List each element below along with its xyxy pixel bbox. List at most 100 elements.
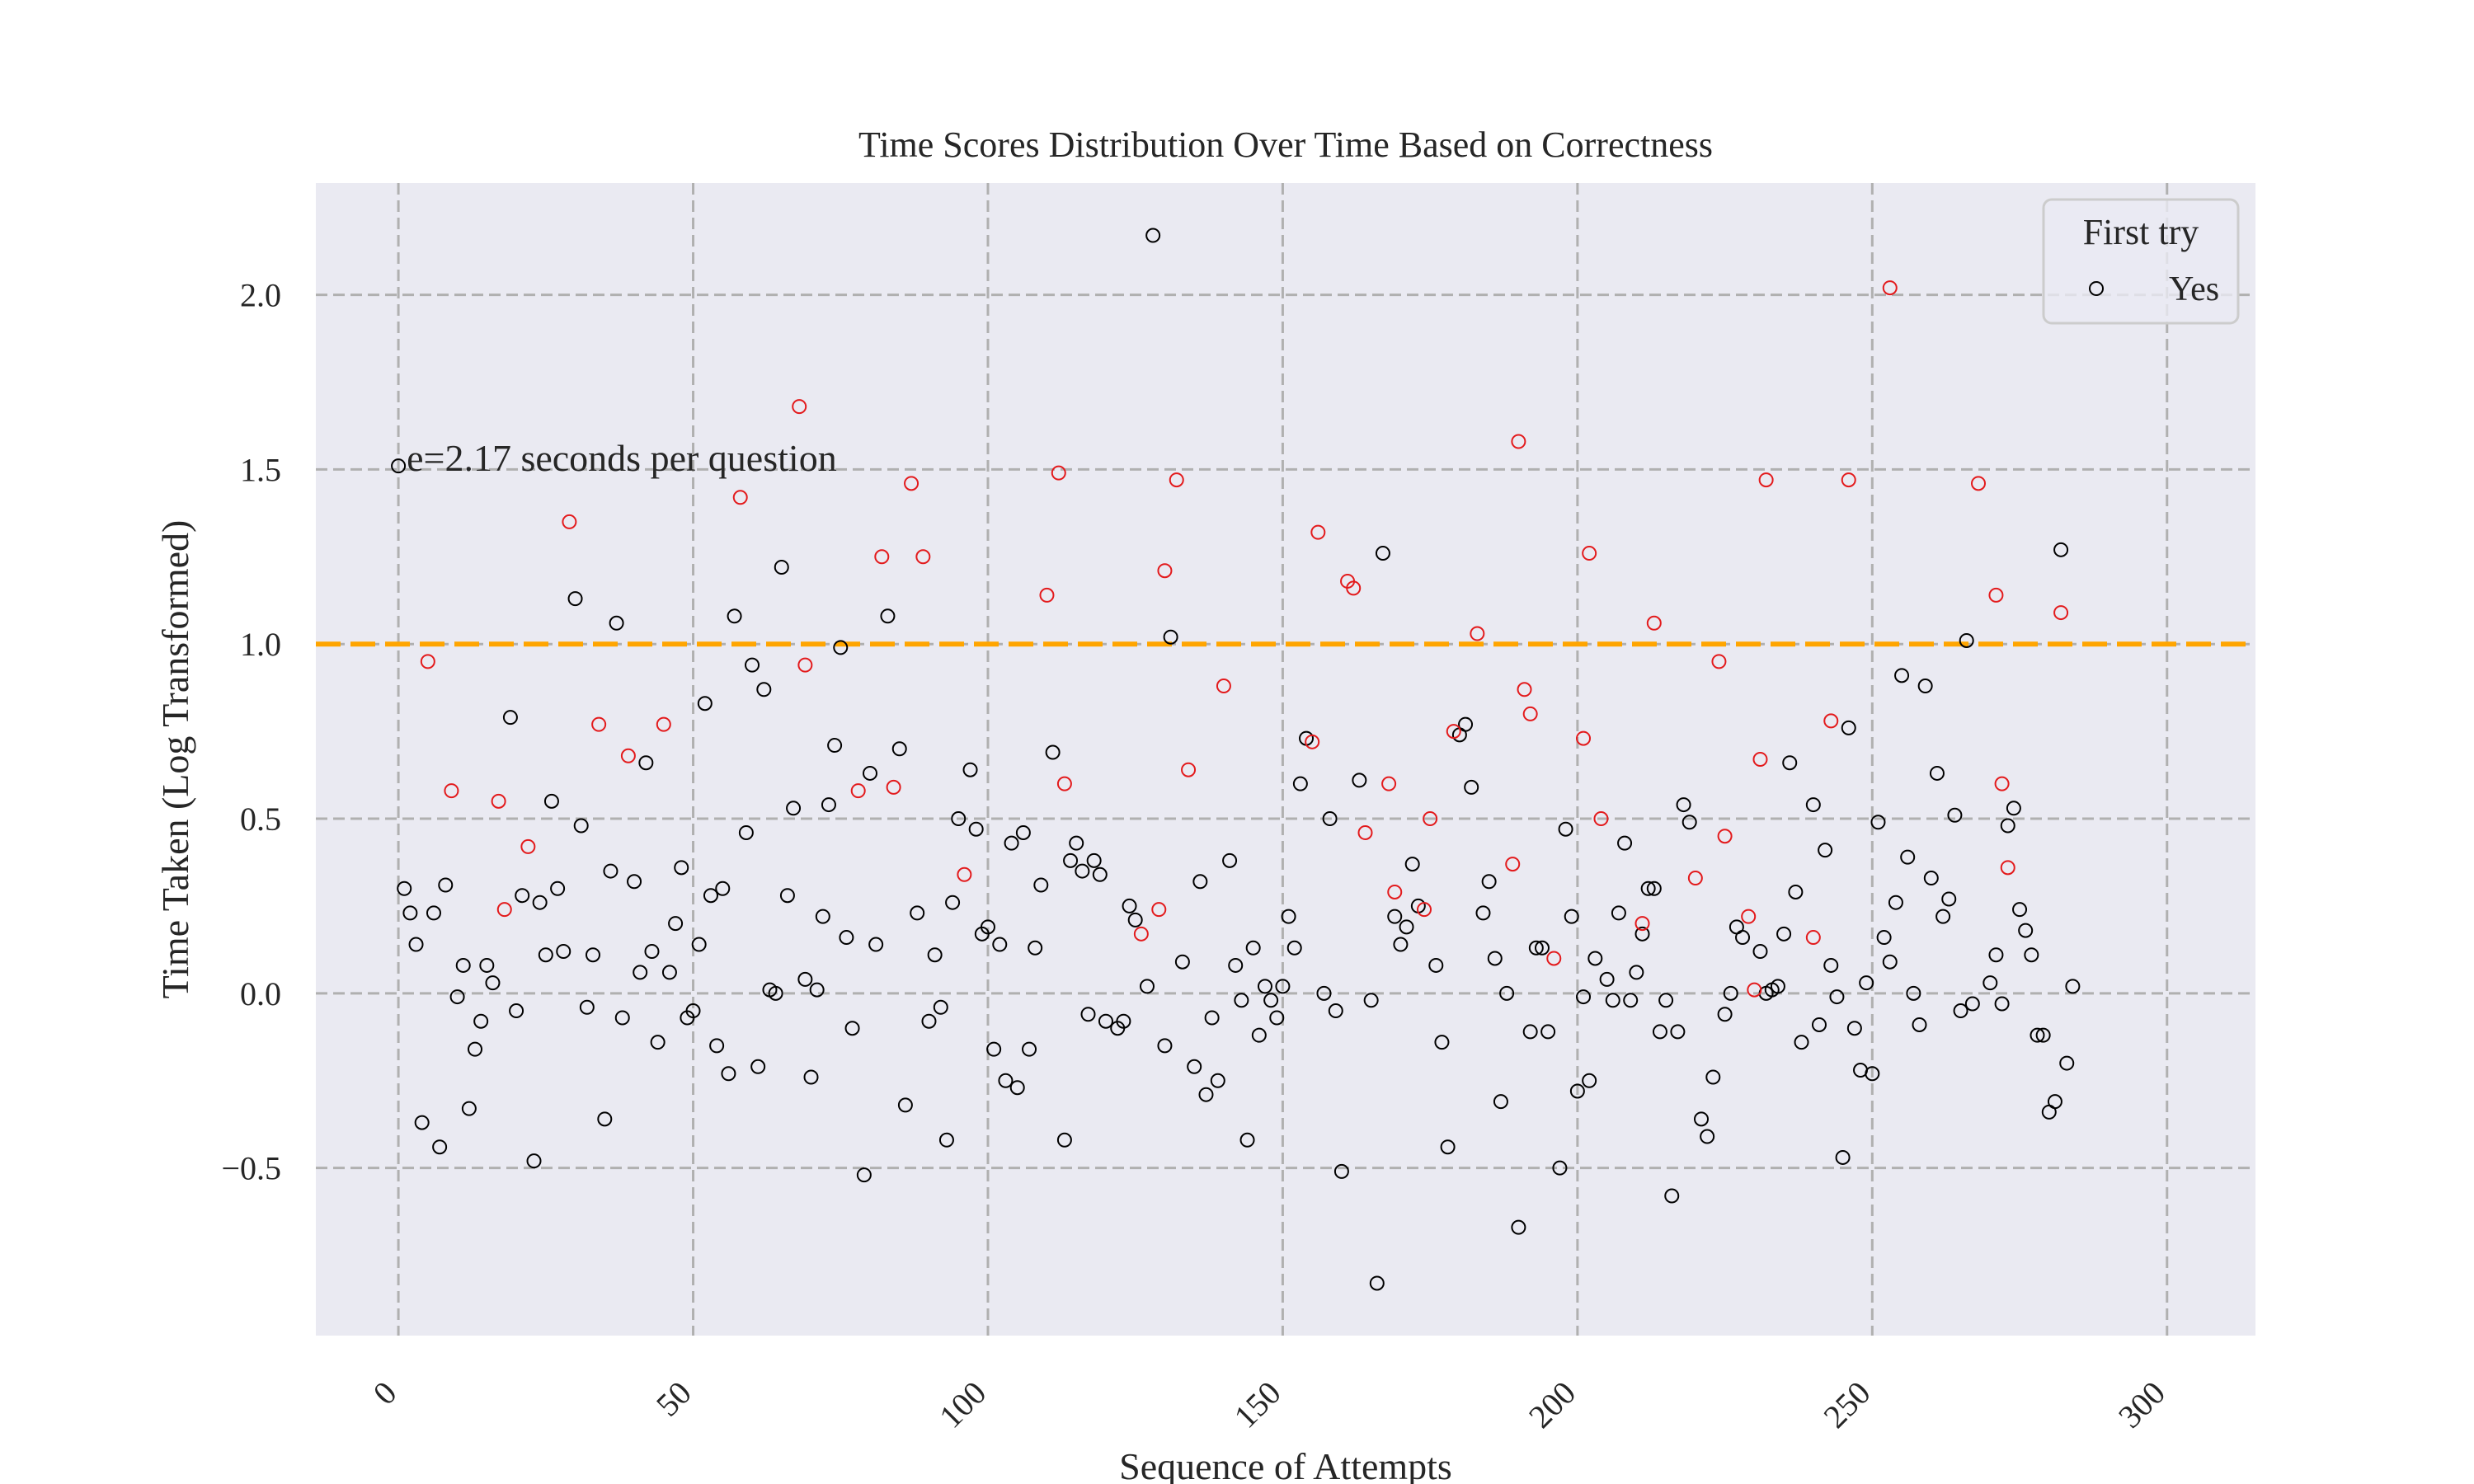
data-point-yes	[1912, 1017, 1927, 1032]
legend-box	[2042, 198, 2240, 325]
data-point-yes	[1210, 1073, 1225, 1088]
data-point-yes	[1458, 716, 1474, 732]
x-tick-label: 0	[365, 1374, 403, 1412]
y-tick-label: 1.0	[240, 626, 281, 663]
data-point-yes	[1994, 996, 2010, 1012]
data-point-yes	[573, 818, 589, 834]
data-point-yes	[1499, 985, 1515, 1001]
data-point-red	[1687, 871, 1703, 886]
data-point-yes	[856, 1167, 872, 1183]
data-point-yes	[2065, 979, 2081, 994]
data-point-yes	[1846, 1021, 1862, 1036]
data-point-yes	[515, 888, 530, 904]
data-point-red	[1387, 884, 1403, 899]
data-point-yes	[1923, 871, 1939, 886]
data-point-yes	[1558, 821, 1573, 837]
data-point-yes	[502, 710, 518, 726]
data-point-yes	[1263, 993, 1279, 1008]
data-point-red	[1310, 524, 1326, 540]
data-point-yes	[1163, 629, 1178, 645]
data-point-yes	[1204, 1010, 1220, 1026]
data-point-yes	[1257, 979, 1272, 994]
data-point-yes	[2024, 947, 2039, 963]
data-point-yes	[1717, 1007, 1733, 1022]
data-point-red	[1305, 734, 1320, 749]
data-point-red	[1988, 587, 2004, 603]
data-point-red	[1346, 580, 1362, 596]
data-point-yes	[1511, 1219, 1526, 1235]
data-point-yes	[992, 937, 1008, 952]
y-tick-label: 0.0	[240, 975, 281, 1012]
data-point-yes	[1056, 1132, 1072, 1148]
legend-entry-yes: Yes	[2169, 270, 2219, 308]
data-point-yes	[1222, 852, 1238, 868]
data-point-yes	[485, 975, 501, 991]
data-point-red	[1646, 615, 1662, 631]
data-point-yes	[2012, 902, 2028, 918]
data-point-yes	[543, 793, 559, 809]
data-point-red	[1505, 857, 1521, 872]
data-point-yes	[1640, 881, 1656, 896]
data-point-yes	[1140, 979, 1155, 994]
data-point-red	[732, 490, 748, 505]
data-point-yes	[1316, 985, 1332, 1001]
data-point-yes	[538, 947, 553, 963]
x-tick-label: 300	[2111, 1374, 2172, 1435]
data-point-red	[1357, 824, 1373, 840]
data-point-yes	[1646, 881, 1662, 896]
data-point-yes	[1894, 668, 1910, 683]
data-point-yes	[815, 909, 830, 924]
data-point-yes	[1464, 779, 1479, 795]
data-point-yes	[438, 877, 454, 893]
data-point-yes	[633, 965, 648, 980]
legend-title: First try	[2083, 212, 2199, 252]
data-point-yes	[863, 765, 877, 781]
data-point-yes	[674, 860, 689, 876]
data-point-yes	[1069, 835, 1084, 851]
data-point-red	[1711, 654, 1727, 669]
data-point-yes	[1681, 815, 1697, 830]
data-point-red	[1758, 472, 1774, 488]
data-point-yes	[821, 797, 836, 813]
data-point-red	[2000, 860, 2015, 876]
data-point-yes	[968, 821, 984, 837]
data-point-yes	[1127, 912, 1143, 928]
data-point-yes	[1752, 944, 1768, 959]
data-point-yes	[1829, 989, 1845, 1005]
data-point-yes	[661, 965, 677, 980]
data-point-red	[1546, 951, 1562, 966]
data-point-red	[904, 476, 920, 491]
data-point-yes	[1286, 940, 1302, 956]
data-point-yes	[1917, 679, 1933, 694]
data-point-red	[1971, 476, 1986, 491]
y-tick-labels: −0.5 0.0 0.5 1.0 1.5 2.0	[221, 277, 281, 1187]
data-point-yes	[1735, 930, 1751, 946]
data-point-yes	[1705, 1069, 1721, 1085]
data-point-yes	[1770, 979, 1785, 994]
legend-marker	[2089, 281, 2104, 296]
data-point-red	[1752, 752, 1768, 767]
data-point-red	[797, 657, 813, 673]
data-point-red	[1576, 730, 1592, 746]
data-point-red	[1522, 706, 1538, 721]
data-point-red	[874, 549, 890, 565]
data-point-red	[1841, 472, 1856, 488]
data-point-yes	[597, 1111, 613, 1127]
data-point-yes	[827, 738, 843, 754]
data-point-yes	[880, 608, 896, 624]
data-point-red	[1423, 811, 1438, 827]
data-point-yes	[1788, 884, 1804, 899]
data-point-red	[850, 783, 866, 799]
data-point-yes	[556, 944, 571, 959]
data-point-yes	[627, 874, 642, 890]
data-point-yes	[2000, 818, 2015, 834]
data-point-yes	[1906, 985, 1921, 1001]
data-point-yes	[998, 1073, 1014, 1088]
data-point-yes	[1941, 891, 1957, 907]
data-point-yes	[550, 881, 566, 896]
data-point-yes	[1611, 905, 1626, 921]
data-point-yes	[1009, 1080, 1025, 1096]
data-point-yes	[2018, 923, 2034, 938]
data-point-yes	[579, 999, 595, 1015]
data-point-yes	[715, 881, 731, 896]
